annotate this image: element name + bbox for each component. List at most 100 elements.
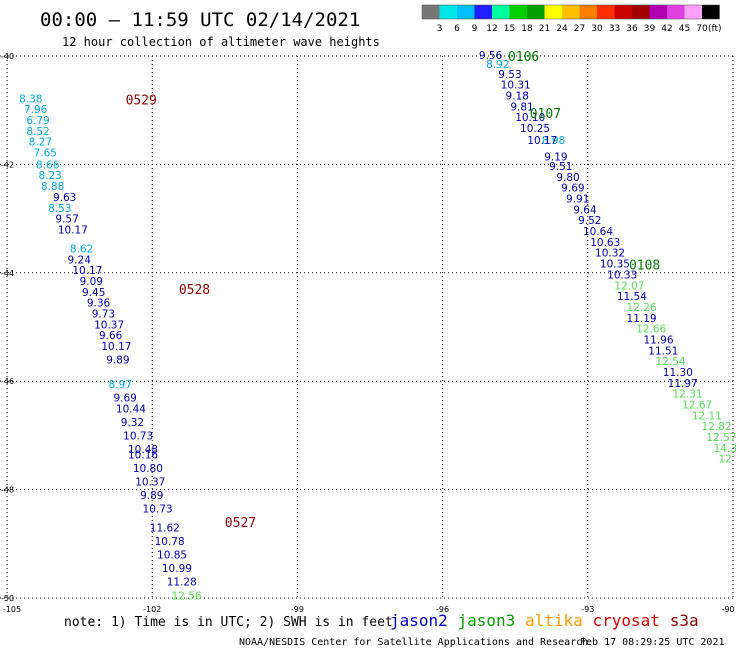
- data-label-jason2-east-24: 11.30: [663, 367, 693, 379]
- data-label-jason2-east-17: 10.32: [595, 248, 625, 260]
- colorbar-swatch-0: [422, 5, 440, 19]
- data-label-jason2-east-10: 9.80: [556, 172, 579, 184]
- colorbar-swatch-5: [509, 5, 527, 19]
- data-label-jason2-13: 9.69: [113, 392, 136, 404]
- legend-cryosat: cryosat: [593, 611, 660, 630]
- data-label-jason2-east-5: 10.10: [515, 112, 545, 124]
- data-label-jason2-east-22: 11.96: [643, 334, 673, 346]
- colorbar-swatch-16: [702, 5, 720, 19]
- footer-timestamp: Feb 17 08:29:25 UTC 2021: [580, 637, 725, 648]
- x-tick-label-0: -105: [3, 605, 21, 614]
- colorbar-label-7: 24: [556, 24, 568, 34]
- data-label-jason2-25: 10.85: [157, 550, 187, 562]
- colorbar-label-9: 30: [591, 24, 603, 34]
- data-label-jason3-east-1: 12.26: [627, 302, 657, 314]
- colorbar-swatch-8: [562, 5, 580, 19]
- data-label-jason2-7: 9.36: [87, 298, 111, 310]
- data-label-cryosat-4: 8.27: [29, 137, 52, 149]
- data-label-jason2-east-9: 9.51: [549, 161, 572, 173]
- data-label-cryosat-east-1: 8.98: [542, 135, 565, 147]
- chart-title: 00:00 – 11:59 UTC 02/14/2021: [40, 9, 360, 31]
- data-label-jason2-east-6: 10.25: [520, 123, 550, 135]
- data-label-jason2-9: 10.37: [94, 319, 124, 331]
- data-label-jason2-east-18: 10.35: [600, 259, 630, 271]
- data-label-cryosat-11: 8.97: [109, 379, 132, 391]
- data-label-jason2-east-16: 10.63: [590, 237, 620, 249]
- data-label-jason2-12: 9.89: [106, 355, 129, 367]
- data-label-jason2-east-12: 9.91: [566, 194, 589, 206]
- orbit-label-0107: 0107: [530, 107, 561, 122]
- data-label-jason2-east-14: 9.52: [578, 215, 601, 227]
- legend-jason3: jason3: [458, 611, 516, 630]
- data-label-jason2-east-15: 10.64: [583, 226, 613, 238]
- data-label-jason2-22: 10.73: [143, 504, 173, 516]
- data-label-jason3-east-6: 12.11: [692, 410, 722, 422]
- y-tick-label-5: -50: [1, 594, 14, 603]
- data-label-jason3-east-2: 12.66: [636, 324, 666, 336]
- data-label-jason3-east-10: 12: [718, 454, 731, 466]
- colorbar-swatch-7: [544, 5, 562, 19]
- footer-credit: NOAA/NESDIS Center for Satellite Applica…: [239, 637, 588, 648]
- colorbar-label-10: 33: [609, 24, 620, 34]
- orbit-label-0106: 0106: [508, 50, 539, 65]
- data-label-jason2-east-2: 10.31: [501, 80, 531, 92]
- data-label-jason2-2: 10.17: [58, 224, 88, 236]
- data-label-jason2-east-11: 9.69: [561, 183, 584, 195]
- footer-note: note: 1) Time is in UTC; 2) SWH is in fe…: [64, 615, 393, 630]
- data-label-jason2-16: 10.73: [123, 430, 153, 442]
- data-label-cryosat-2: 6.79: [26, 115, 49, 127]
- colorbar-swatch-15: [684, 5, 702, 19]
- data-label-jason2-east-3: 9.18: [506, 91, 529, 103]
- colorbar-label-1: 6: [454, 24, 460, 34]
- colorbar-label-11: 36: [626, 24, 638, 34]
- data-label-cryosat-1: 7.96: [24, 104, 48, 116]
- data-label-jason3-east-3: 12.54: [656, 356, 686, 368]
- data-label-jason2-24: 10.78: [155, 536, 185, 548]
- data-label-jason3-east-9: 14.3: [714, 443, 737, 455]
- data-label-jason2-23: 11.62: [150, 523, 180, 535]
- colorbar-swatch-14: [667, 5, 685, 19]
- data-label-jason2-14: 10.44: [116, 403, 146, 415]
- y-axis-ticks: -40 -42 -44 -46 -48 -50: [1, 52, 14, 603]
- data-label-jason2-5: 9.09: [80, 276, 103, 288]
- colorbar-unit: (ft): [708, 24, 722, 34]
- data-label-jason2-15: 9.32: [121, 417, 144, 429]
- data-label-jason2-21: 9.89: [140, 490, 163, 502]
- data-label-jason3-east-4: 12.31: [673, 389, 703, 401]
- chart-subtitle: 12 hour collection of altimeter wave hei…: [62, 35, 380, 49]
- colorbar-label-2: 9: [472, 24, 478, 34]
- data-points: 8.387.966.798.528.277.658.668.238.88 8.53…: [19, 50, 737, 602]
- colorbar-swatch-9: [579, 5, 597, 19]
- orbit-labels: 0529 0528 0527 0106 0107 0108: [126, 50, 661, 531]
- colorbar-swatch-6: [527, 5, 545, 19]
- colorbar-label-0: 3: [437, 24, 443, 34]
- colorbar-swatch-1: [439, 5, 457, 19]
- colorbar-label-3: 12: [486, 24, 497, 34]
- colorbar-swatch-2: [457, 5, 475, 19]
- colorbar-label-15: 70: [696, 24, 708, 34]
- colorbar-swatch-12: [632, 5, 650, 19]
- data-label-jason3-east-5: 12.67: [682, 400, 712, 412]
- data-label-jason2-east-4: 9.81: [510, 101, 533, 113]
- data-label-jason2-6: 9.45: [82, 287, 105, 299]
- x-tick-label-3: -96: [436, 605, 449, 614]
- data-label-cryosat-10: 8.62: [70, 243, 93, 255]
- data-label-cryosat-6: 8.66: [36, 159, 60, 171]
- satellite-legend: jason2 jason3 altika cryosat s3a: [390, 611, 699, 630]
- colorbar-label-6: 21: [539, 24, 550, 34]
- colorbar-swatch-4: [492, 5, 510, 19]
- data-label-jason2-east-23: 11.51: [648, 345, 678, 357]
- legend-jason2: jason2: [390, 611, 448, 630]
- colorbar-label-13: 42: [661, 24, 672, 34]
- x-axis-ticks: -105 -102 -99 -96 -93 -90: [3, 605, 735, 614]
- orbit-label-0528: 0528: [179, 283, 210, 298]
- data-label-jason2-east-25: 11.97: [668, 378, 698, 390]
- data-label-cryosat-9: 8.53: [48, 203, 71, 215]
- colorbar-swatch-10: [597, 5, 615, 19]
- data-label-jason2-8: 9.73: [92, 308, 115, 320]
- colorbar-legend: 3 6 9 12 15 18 21 24 27 30 33 36 39 42 45 70: [421, 4, 720, 34]
- data-label-jason3-east-8: 12.57: [706, 432, 736, 444]
- orbit-label-0529: 0529: [126, 93, 157, 108]
- colorbar-label-12: 39: [644, 24, 656, 34]
